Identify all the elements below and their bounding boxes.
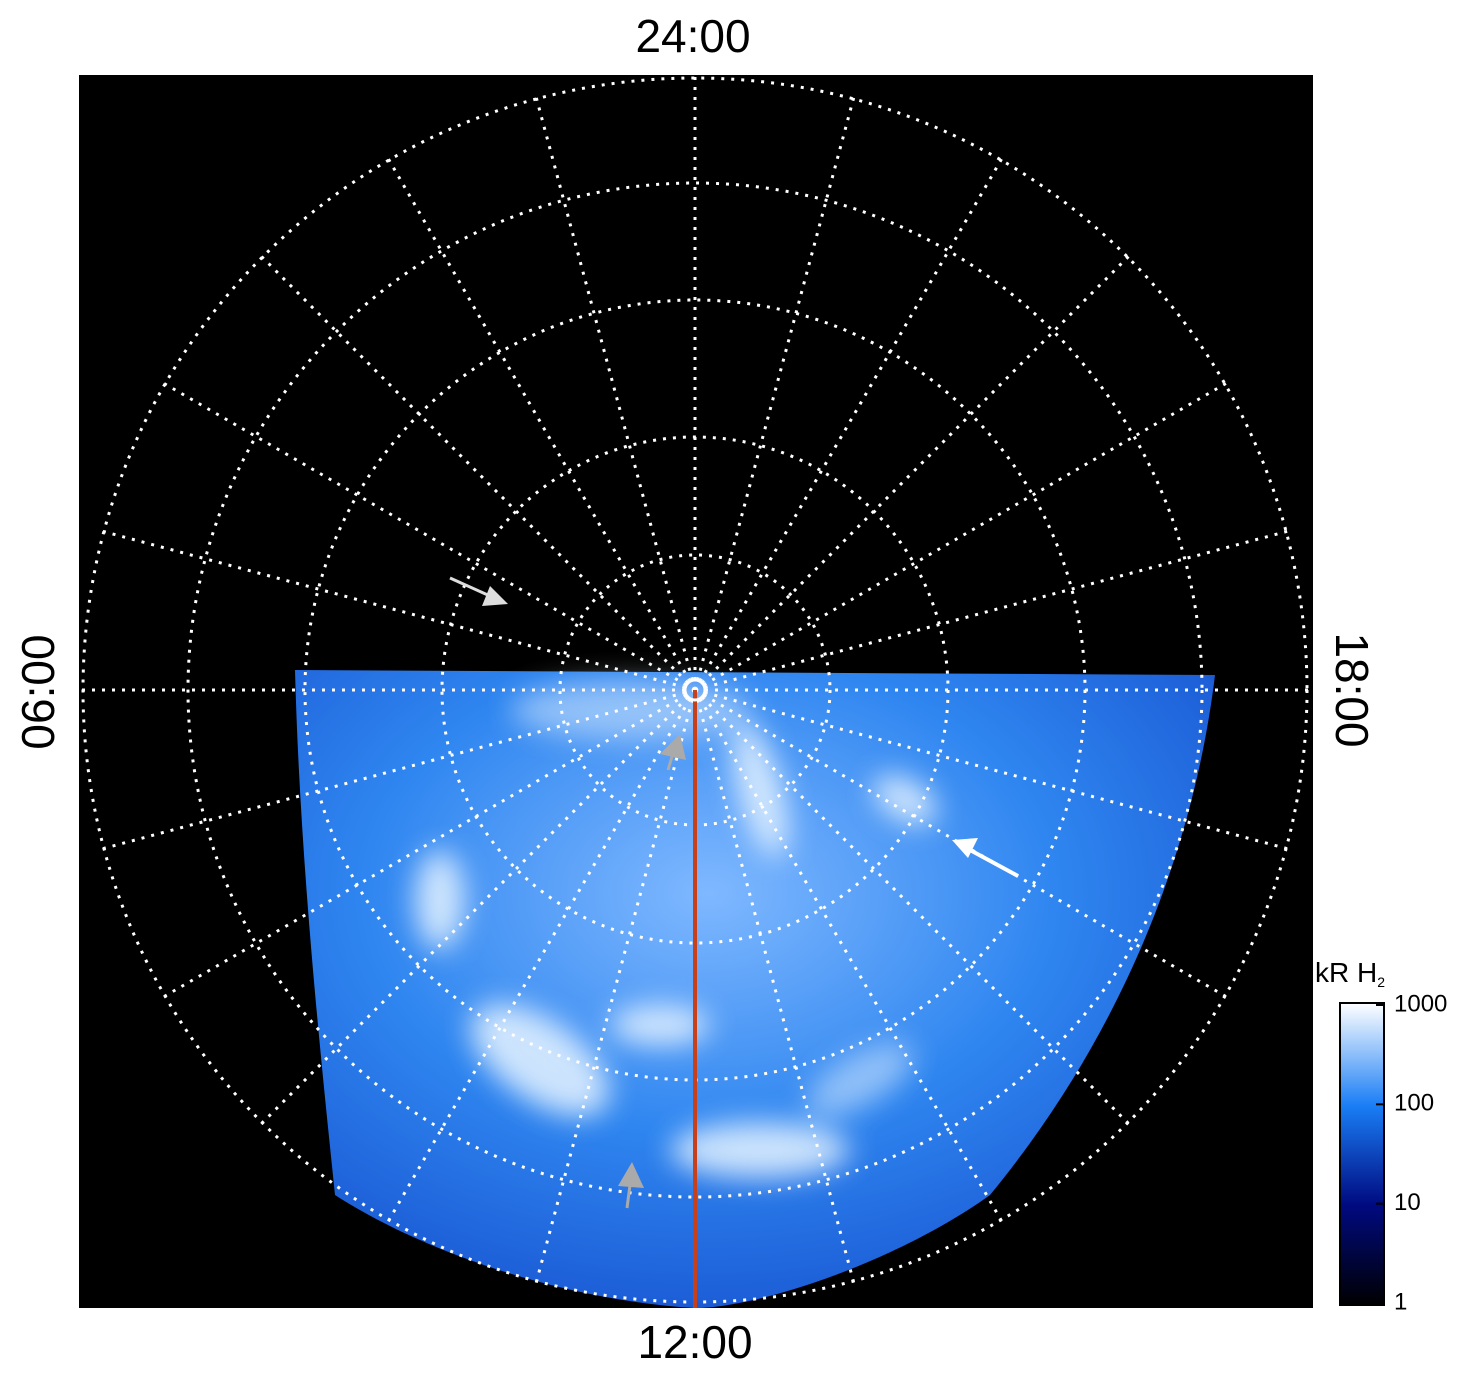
grid-radial — [255, 250, 697, 692]
grid-radial — [383, 689, 697, 1228]
colorbar-ticks: 1 10 100 1000 — [1376, 990, 1447, 1315]
grid-radial — [533, 90, 697, 691]
grid-radial — [693, 152, 1007, 691]
grid-radial — [255, 688, 697, 1130]
grid-radial — [95, 528, 696, 692]
aurora-bright — [415, 680, 937, 1178]
colorbar-tick-label: 1000 — [1394, 990, 1447, 1017]
arrows — [449, 576, 1019, 1209]
grid-radial — [157, 688, 696, 1002]
polar-grid — [79, 75, 1313, 1308]
grid-radial — [693, 689, 857, 1290]
colorbar-tick-label: 1 — [1394, 1288, 1407, 1315]
colorbar-title-sub: 2 — [1377, 974, 1385, 990]
grid-radial — [694, 528, 1295, 692]
grid-radial — [694, 378, 1233, 692]
colorbar-tick-label: 100 — [1394, 1090, 1434, 1117]
grid-radial — [157, 378, 696, 692]
colorbar-title: kR H2 — [1315, 957, 1385, 989]
grid-radial — [693, 688, 1135, 1130]
aurora — [79, 75, 1313, 1308]
grid-radial — [693, 250, 1135, 692]
grid-radial — [693, 90, 857, 691]
grid-radial — [533, 689, 697, 1290]
grid-radial — [693, 689, 1007, 1228]
label-top: 24:00 — [635, 10, 750, 62]
grid-radial — [383, 152, 697, 691]
colorbar-title-main: kR H — [1315, 957, 1377, 988]
label-bottom: 12:00 — [637, 1316, 752, 1368]
grid-radial — [694, 688, 1295, 852]
label-right: 18:00 — [1326, 632, 1378, 747]
grid-circle — [186, 181, 1204, 1199]
label-left: 06:00 — [12, 634, 64, 749]
pole-marker — [683, 678, 707, 702]
grid-radial — [95, 688, 696, 852]
colorbar-tick-label: 10 — [1394, 1189, 1421, 1216]
colorbar — [1339, 1002, 1385, 1306]
aurora-region — [295, 670, 1215, 1308]
